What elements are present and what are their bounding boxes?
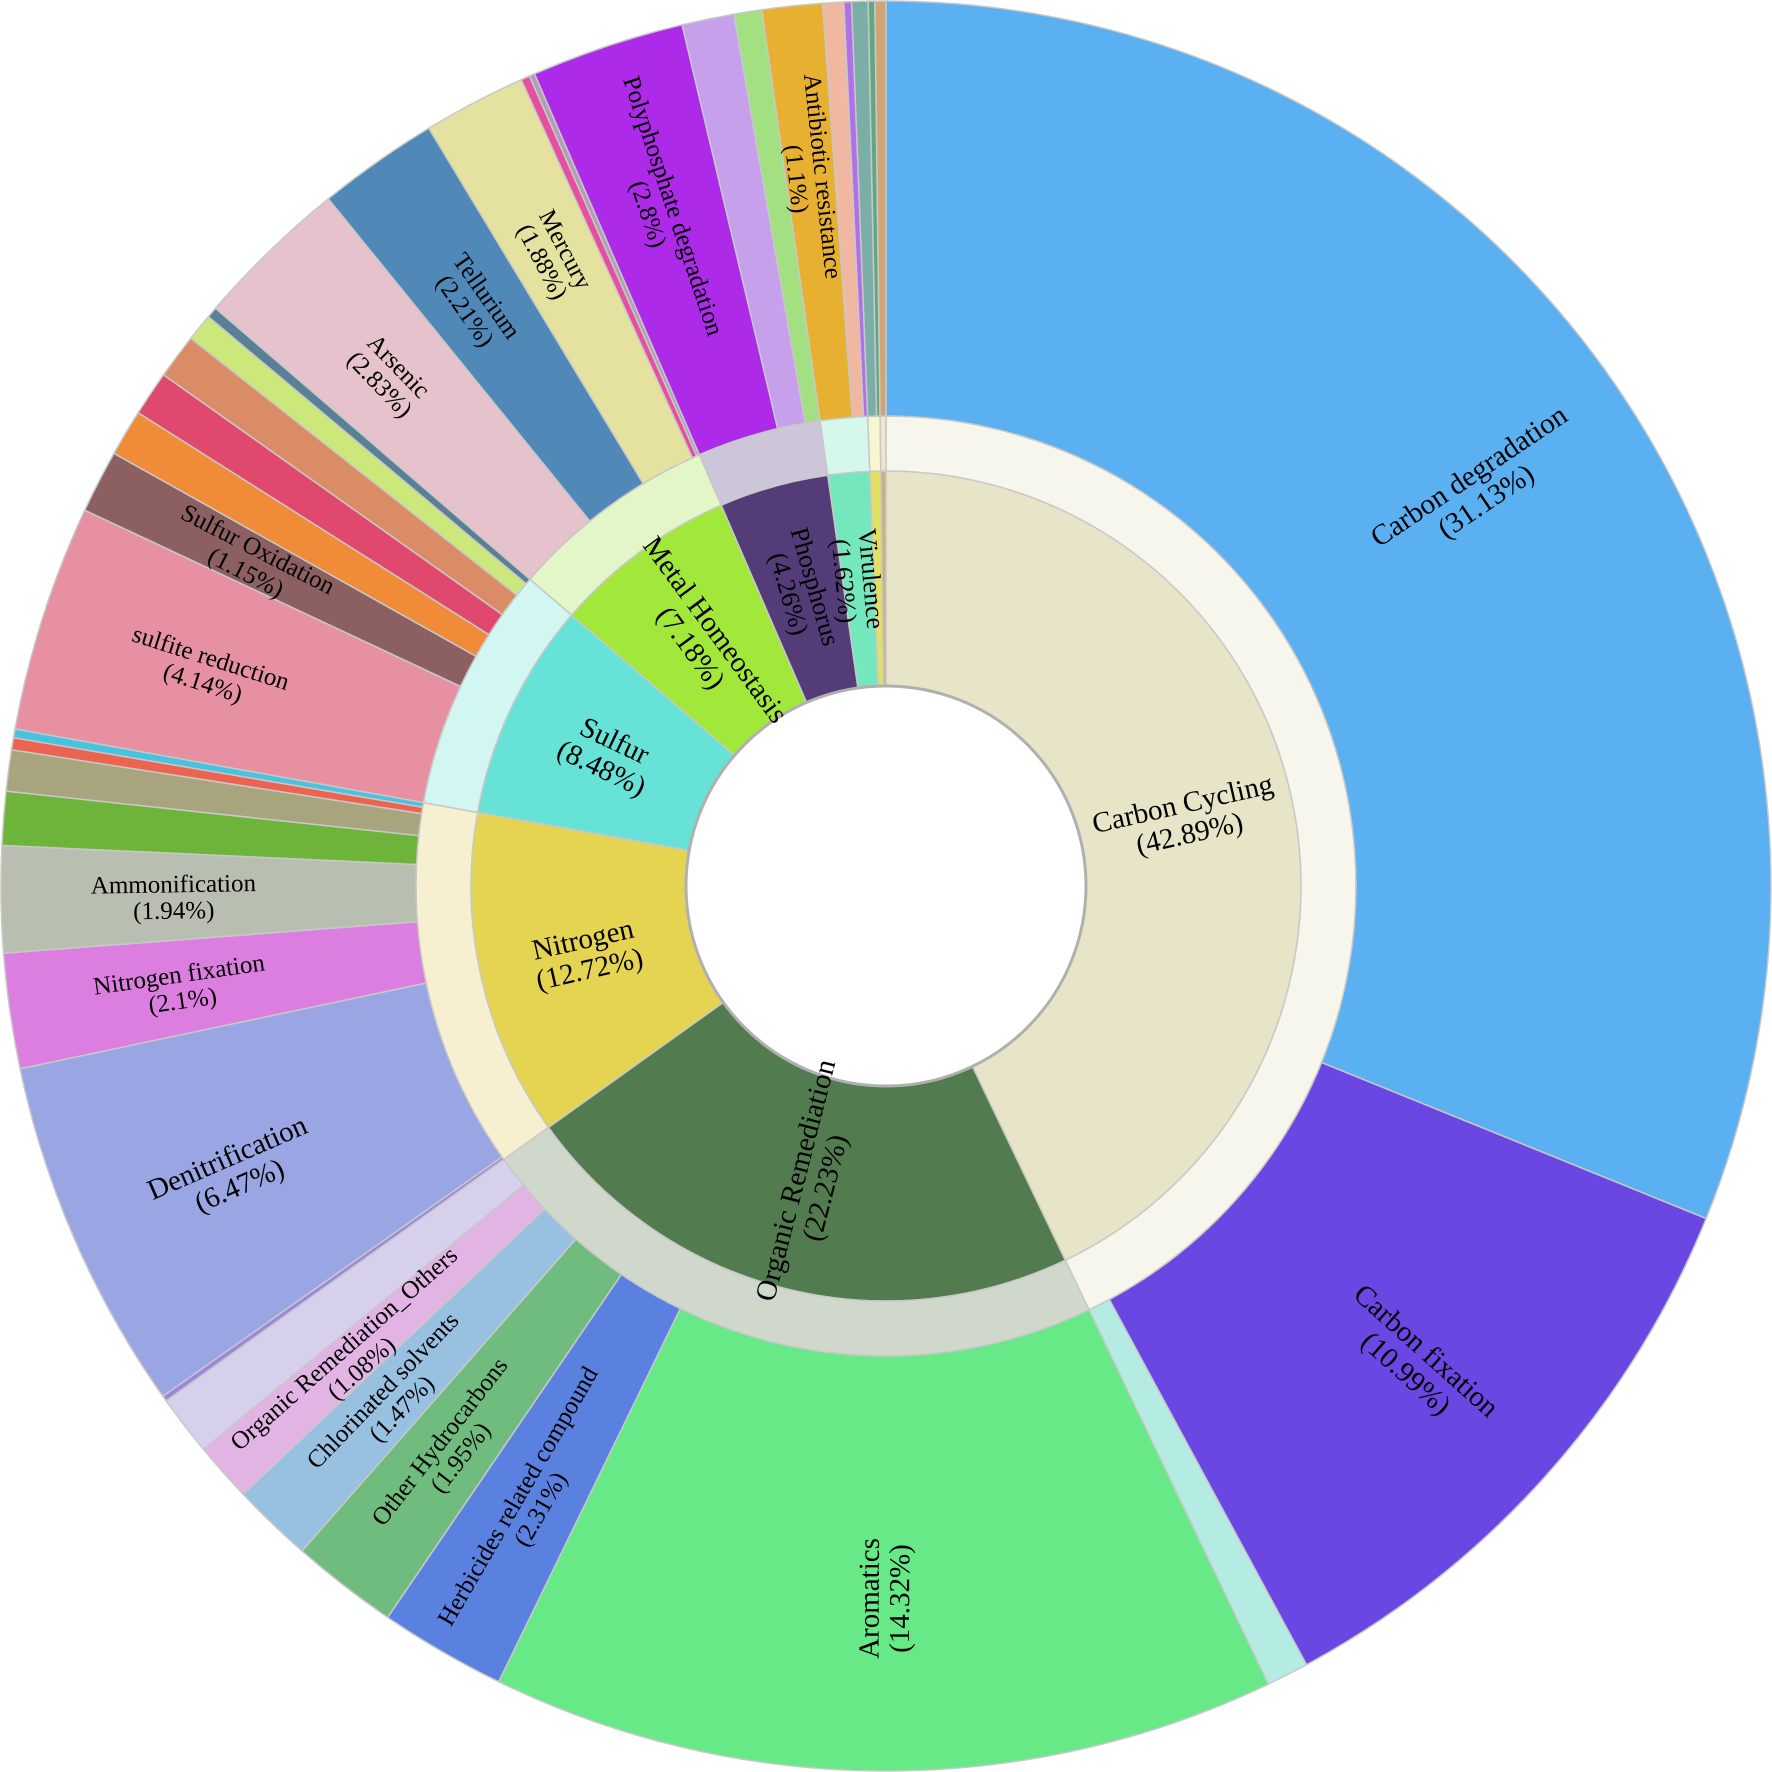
outer-label-ammonification: Ammonification(1.94%): [91, 870, 258, 926]
outer-label-ammonification-line: Ammonification: [91, 870, 257, 899]
inner-band-virulence: [819, 415, 871, 476]
outer-slice-carbon-degradation: [885, 0, 1772, 1220]
inner-band-segment-7: [866, 415, 882, 473]
inner-band-segment-8: [879, 415, 887, 472]
outer-label-aromatics-line: (14.32%): [884, 1544, 916, 1653]
center-hole: [684, 684, 1088, 1088]
outer-label-ammonification-line: (1.94%): [133, 897, 215, 925]
outer-slice-aromatics: [497, 1307, 1270, 1772]
outer-label-aromatics-line: Aromatics: [853, 1538, 885, 1659]
inner-label-virulence: Virulence(1.62%): [825, 527, 890, 633]
outer-slice-carbon-fixation: [1108, 1061, 1708, 1666]
outer-slice-segment-8-sub-0: [874, 0, 887, 417]
outer-label-aromatics: Aromatics(14.32%): [853, 1538, 916, 1659]
